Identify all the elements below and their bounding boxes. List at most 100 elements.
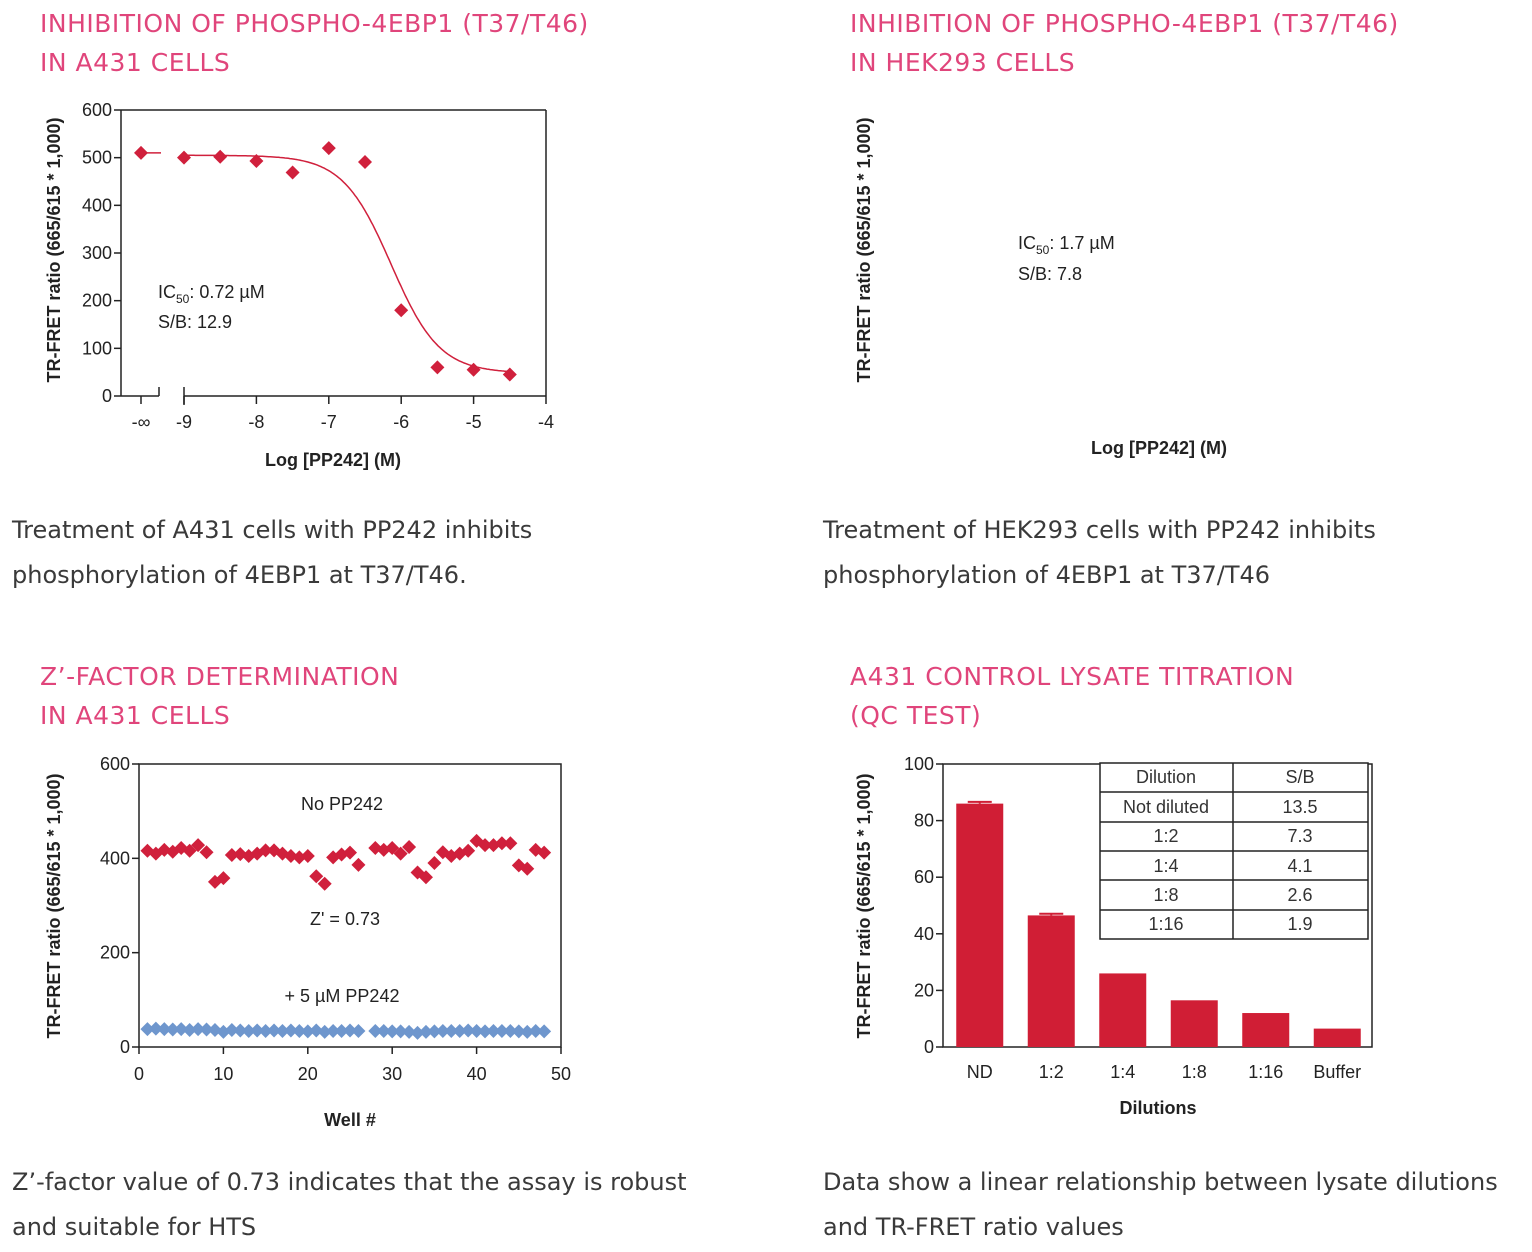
sb-table: Dilution S/B Not diluted 13.5 1:2 7.3 1:… bbox=[1099, 762, 1369, 940]
ic50-annotation: IC50: 0.72 µM bbox=[158, 282, 265, 306]
caption-line1: Treatment of HEK293 cells with PP242 inh… bbox=[823, 516, 1376, 544]
panel-title: INHIBITION OF PHOSPHO-4EBP1 (T37/T46) IN… bbox=[850, 4, 1399, 82]
panel-title-line2: IN A431 CELLS bbox=[40, 701, 231, 730]
data-point bbox=[537, 1024, 552, 1039]
data-point bbox=[435, 1023, 450, 1038]
x-tick-label: -4 bbox=[538, 412, 554, 432]
y-tick-label: 100 bbox=[82, 338, 112, 358]
y-tick-label: 400 bbox=[100, 848, 130, 868]
bar bbox=[1027, 915, 1075, 1047]
x-tick-label: 10 bbox=[213, 1064, 233, 1084]
data-point bbox=[334, 1023, 349, 1038]
bar bbox=[1242, 1013, 1290, 1047]
bar bbox=[956, 803, 1004, 1047]
data-point bbox=[461, 843, 476, 858]
data-point bbox=[427, 856, 442, 871]
data-point bbox=[199, 1022, 214, 1037]
x-tick-label: 1:16 bbox=[1248, 1062, 1283, 1082]
data-point bbox=[275, 1023, 290, 1038]
panel-hek293-inhibition: INHIBITION OF PHOSPHO-4EBP1 (T37/T46) IN… bbox=[766, 0, 1532, 620]
panel-title-line1: INHIBITION OF PHOSPHO-4EBP1 (T37/T46) bbox=[40, 9, 589, 38]
table-cell: 7.3 bbox=[1287, 826, 1312, 846]
data-point bbox=[494, 836, 509, 851]
y-tick-label: 200 bbox=[100, 943, 130, 963]
table-cell: 1.9 bbox=[1287, 914, 1312, 934]
data-point bbox=[520, 1024, 535, 1039]
data-point bbox=[502, 367, 517, 382]
table-cell: 1:8 bbox=[1153, 885, 1178, 905]
data-point bbox=[503, 836, 518, 851]
data-point bbox=[494, 1023, 509, 1038]
panel-title: A431 CONTROL LYSATE TITRATION (QC TEST) bbox=[850, 657, 1294, 735]
annotation-pp242: + 5 µM PP242 bbox=[285, 986, 400, 1006]
data-point bbox=[300, 1024, 315, 1039]
chart-lysate-titration: 0 20 40 60 80 100 ND 1:2 1:4 1:8 1:16 Buffer TR-FRE… bbox=[854, 754, 1373, 1118]
fit-curve bbox=[184, 154, 510, 373]
data-point bbox=[343, 845, 357, 860]
caption-line2: and TR-FRET ratio values bbox=[823, 1213, 1124, 1241]
x-tick-label: 1:2 bbox=[1039, 1062, 1064, 1082]
data-point bbox=[213, 149, 228, 164]
data-point bbox=[258, 1023, 273, 1038]
y-axis-label: TR-FRET ratio (665/615 * 1,000) bbox=[44, 773, 64, 1038]
data-point bbox=[503, 1023, 518, 1038]
x-tick-label: 50 bbox=[551, 1064, 571, 1084]
data-point bbox=[258, 843, 273, 858]
data-point bbox=[385, 840, 400, 855]
data-point bbox=[430, 360, 445, 375]
data-point bbox=[402, 1024, 417, 1039]
data-point bbox=[478, 838, 493, 853]
table-cell: 4.1 bbox=[1287, 856, 1312, 876]
x-axis-label: Log [PP242] (M) bbox=[1091, 438, 1227, 458]
data-point bbox=[199, 845, 214, 860]
data-point bbox=[309, 1023, 324, 1038]
y-tick-label: 0 bbox=[924, 1037, 934, 1057]
data-point bbox=[216, 871, 231, 886]
data-point bbox=[444, 848, 459, 863]
data-point bbox=[165, 1022, 180, 1037]
data-point bbox=[486, 1023, 501, 1038]
table-cell: 1:4 bbox=[1153, 856, 1178, 876]
data-point bbox=[283, 1023, 298, 1038]
y-tick-label: 40 bbox=[914, 924, 934, 944]
data-point bbox=[343, 1023, 357, 1038]
x-tick-label: Buffer bbox=[1313, 1062, 1361, 1082]
data-point bbox=[351, 1023, 366, 1038]
x-tick-label: 1:8 bbox=[1182, 1062, 1207, 1082]
data-point bbox=[182, 843, 197, 858]
x-tick-label: -7 bbox=[321, 412, 337, 432]
data-point bbox=[249, 154, 264, 169]
data-point bbox=[461, 1023, 476, 1038]
data-point bbox=[317, 1024, 332, 1039]
data-point bbox=[321, 141, 336, 156]
data-point bbox=[224, 1023, 239, 1038]
x-tick-label: -∞ bbox=[132, 412, 151, 432]
data-point bbox=[157, 1022, 172, 1037]
data-point bbox=[275, 846, 290, 861]
y-tick-label: 0 bbox=[120, 1037, 130, 1057]
data-point bbox=[309, 869, 324, 884]
chart-a431-dose-response: 0 100 200 300 400 500 600 -∞ -9 -8 -7 -6 -5 -4 TR-FRE… bbox=[44, 100, 554, 470]
panel-caption: Data show a linear relationship between … bbox=[823, 1160, 1498, 1250]
table-cell: 1:16 bbox=[1148, 914, 1183, 934]
annotation-no-pp242: No PP242 bbox=[301, 794, 383, 814]
data-point bbox=[140, 1022, 155, 1037]
x-tick-label: -6 bbox=[393, 412, 409, 432]
data-point bbox=[393, 846, 408, 861]
y-tick-label: 400 bbox=[82, 195, 112, 215]
panel-title-line1: Z’-FACTOR DETERMINATION bbox=[40, 662, 400, 691]
data-point bbox=[393, 1024, 408, 1039]
panel-title-line2: IN HEK293 CELLS bbox=[850, 48, 1076, 77]
data-point bbox=[292, 850, 307, 865]
x-tick-label: -5 bbox=[466, 412, 482, 432]
data-point bbox=[224, 848, 239, 863]
table-cell: 13.5 bbox=[1282, 797, 1317, 817]
data-point bbox=[394, 303, 409, 318]
x-tick-label: -9 bbox=[176, 412, 192, 432]
data-point bbox=[326, 1023, 341, 1038]
data-point bbox=[174, 1022, 189, 1037]
y-axis-label: TR-FRET ratio (665/615 * 1,000) bbox=[44, 117, 64, 382]
data-point bbox=[285, 165, 300, 180]
data-point bbox=[537, 845, 552, 860]
